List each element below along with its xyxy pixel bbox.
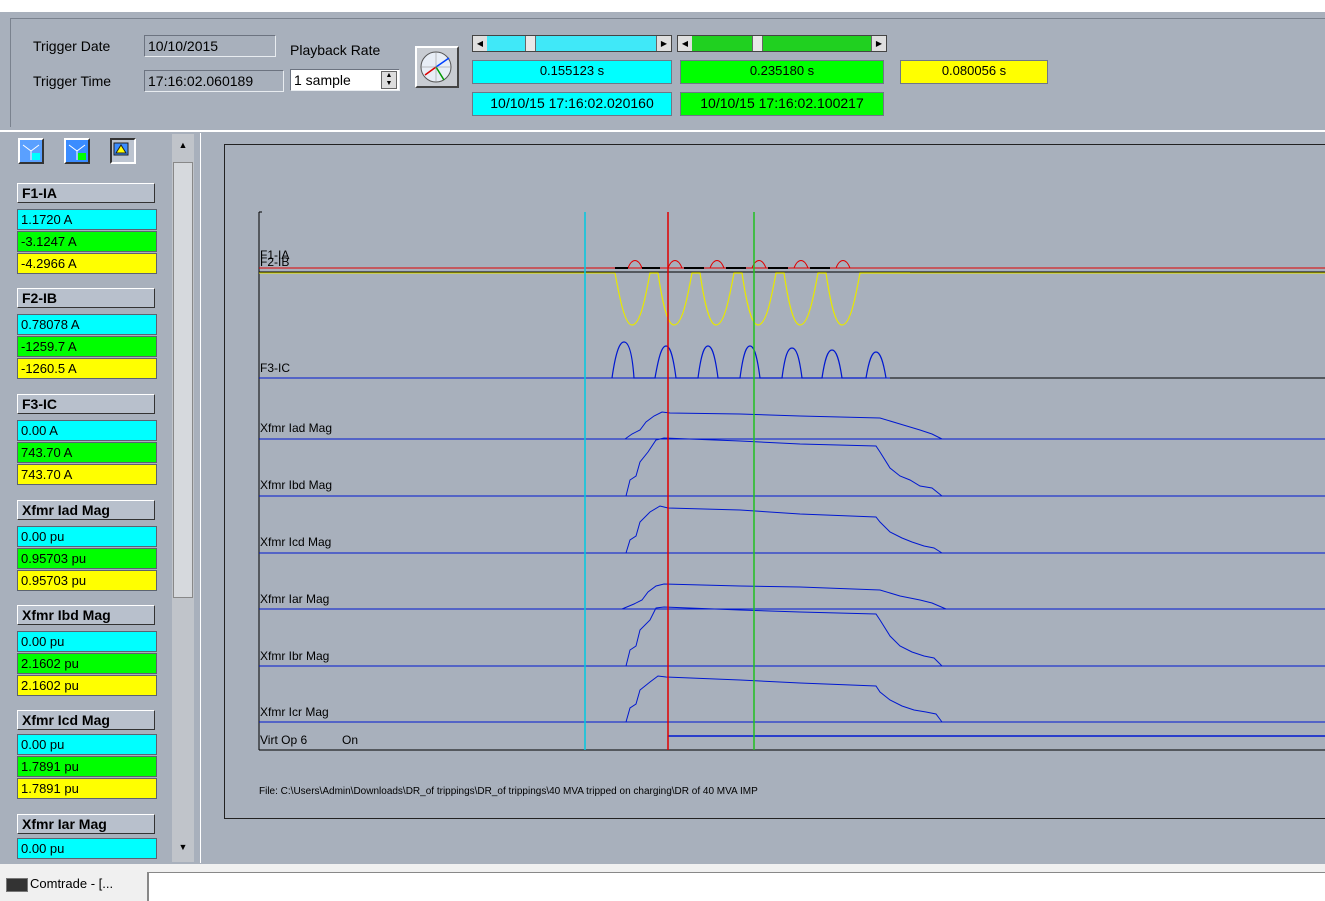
window-top-strip — [0, 0, 1325, 12]
delta-select-button[interactable] — [110, 138, 136, 164]
channel-name[interactable]: F3-IC — [17, 394, 155, 414]
cursor1-scrollbar[interactable]: ◀ ▶ — [472, 35, 672, 52]
taskbar-item-comtrade[interactable]: Comtrade - [... — [0, 872, 148, 901]
trace-label-f2-ib: F2-IB — [260, 255, 290, 269]
trigger-date-field: 10/10/2015 — [144, 35, 276, 57]
trace-label-iar: Xfmr Iar Mag — [260, 592, 330, 606]
xfmr-icr-trace — [625, 675, 943, 723]
channel-value-cursor2: 1.7891 pu — [17, 756, 157, 777]
channel-name[interactable]: F2-IB — [17, 288, 155, 308]
cursor1-select-button[interactable] — [18, 138, 44, 164]
cursor2-select-button[interactable] — [64, 138, 90, 164]
window-icon — [6, 878, 28, 892]
virt-op-state: On — [342, 733, 359, 747]
trigger-time-label: Trigger Time — [33, 73, 112, 89]
channel-value-cursor2: -1259.7 A — [17, 336, 157, 357]
channel-value-cursor2: 743.70 A — [17, 442, 157, 463]
trigger-time-field: 17:16:02.060189 — [144, 70, 284, 92]
trace-label-ibd: Xfmr Ibd Mag — [260, 478, 333, 492]
trace-label-virt-op: Virt Op 6 — [260, 733, 308, 747]
channel-list-scrollbar[interactable]: ▲ ▼ — [172, 134, 194, 862]
xfmr-icd-trace — [625, 505, 943, 554]
channel-value-cursor1: 0.00 pu — [17, 734, 157, 755]
cursor2-timestamp: 10/10/15 17:16:02.100217 — [680, 92, 884, 116]
cursor2-scrollbar[interactable]: ◀ ▶ — [677, 35, 887, 52]
file-path: File: C:\Users\Admin\Downloads\DR_of tri… — [259, 786, 758, 797]
channel-value-cursor1: 0.00 pu — [17, 631, 157, 652]
channel-name[interactable]: Xfmr Iad Mag — [17, 500, 155, 520]
f2-ib-trace — [614, 272, 910, 326]
delta-icon — [113, 142, 129, 156]
trace-label-icd: Xfmr Icd Mag — [260, 535, 332, 549]
f1-ia-trace — [615, 260, 851, 269]
f3-ic-trace — [611, 341, 887, 379]
channel-value-cursor1: 0.00 pu — [17, 838, 157, 859]
taskbar-item-label: Comtrade - [... — [30, 876, 114, 891]
playback-rate-value: 1 sample — [294, 72, 351, 88]
xfmr-ibd-trace — [625, 437, 943, 497]
scroll-right-icon[interactable]: ▶ — [871, 36, 886, 51]
phasor-icon — [420, 51, 452, 83]
channel-name[interactable]: Xfmr Iar Mag — [17, 814, 155, 834]
channel-value-delta: -4.2966 A — [17, 253, 157, 274]
playback-rate-label: Playback Rate — [290, 42, 381, 58]
playback-rate-spinner[interactable]: 1 sample ▲ ▼ — [290, 69, 400, 91]
channel-name[interactable]: Xfmr Ibd Mag — [17, 605, 155, 625]
cursor1-thumb[interactable] — [525, 36, 536, 51]
cursor2-icon — [68, 144, 86, 160]
channel-value-cursor1: 0.00 pu — [17, 526, 157, 547]
cursor1-time: 0.155123 s — [472, 60, 672, 84]
scroll-down-icon[interactable]: ▼ — [178, 842, 188, 852]
spinner-arrows-icon[interactable]: ▲ ▼ — [381, 71, 397, 89]
phasor-view-button[interactable] — [415, 46, 459, 88]
scroll-right-icon[interactable]: ▶ — [656, 36, 671, 51]
cursor2-track — [692, 36, 872, 51]
channel-value-cursor2: -3.1247 A — [17, 231, 157, 252]
trace-label-iad: Xfmr Iad Mag — [260, 421, 333, 435]
trace-label-icr: Xfmr Icr Mag — [260, 705, 329, 719]
cursor1-icon — [22, 144, 40, 160]
xfmr-ibr-trace — [625, 606, 943, 667]
xfmr-iar-trace — [621, 583, 947, 610]
cursor1-timestamp: 10/10/15 17:16:02.020160 — [472, 92, 672, 116]
channel-value-delta: -1260.5 A — [17, 358, 157, 379]
channel-value-cursor2: 0.95703 pu — [17, 548, 157, 569]
trace-label-ibr: Xfmr Ibr Mag — [260, 649, 330, 663]
channel-list-scroll-thumb[interactable] — [173, 162, 193, 598]
channel-value-delta: 0.95703 pu — [17, 570, 157, 591]
channel-value-cursor2: 2.1602 pu — [17, 653, 157, 674]
trace-label-f3-ic: F3-IC — [260, 361, 290, 375]
channel-name[interactable]: F1-IA — [17, 183, 155, 203]
scroll-up-icon[interactable]: ▲ — [178, 140, 188, 150]
channel-value-cursor1: 1.1720 A — [17, 209, 157, 230]
cursor2-time: 0.235180 s — [680, 60, 884, 84]
trigger-date-label: Trigger Date — [33, 38, 111, 54]
channel-value-delta: 1.7891 pu — [17, 778, 157, 799]
channel-value-delta: 743.70 A — [17, 464, 157, 485]
channel-value-cursor1: 0.78078 A — [17, 314, 157, 335]
header-frame — [10, 18, 1325, 127]
channel-name[interactable]: Xfmr Icd Mag — [17, 710, 155, 730]
channel-value-cursor1: 0.00 A — [17, 420, 157, 441]
trace-label-f1-ia: F1-IA — [260, 248, 290, 262]
channel-value-delta: 2.1602 pu — [17, 675, 157, 696]
waveform-plot-frame[interactable] — [224, 144, 1325, 819]
taskbar-empty-area — [148, 872, 1325, 901]
xfmr-iad-trace — [624, 411, 943, 440]
cursor2-thumb[interactable] — [752, 36, 763, 51]
delta-time: 0.080056 s — [900, 60, 1048, 84]
